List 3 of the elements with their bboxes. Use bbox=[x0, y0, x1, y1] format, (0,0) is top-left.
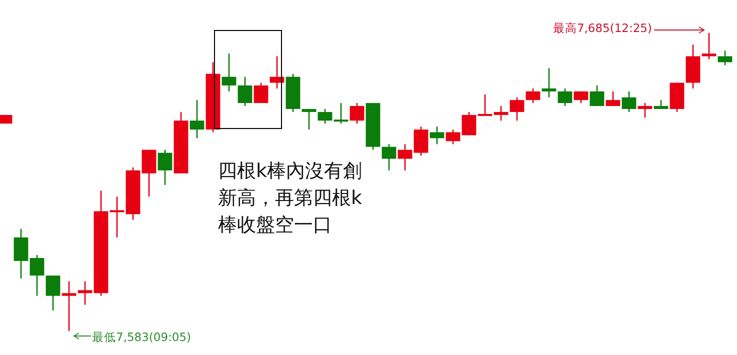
annotation: 四根k棒內沒有創新高，再第四根k棒收盤空一口 bbox=[216, 156, 370, 241]
annotation: 最低7,583(09:05) bbox=[92, 330, 192, 344]
annotation: 最高7,685(12:25) bbox=[552, 21, 652, 35]
